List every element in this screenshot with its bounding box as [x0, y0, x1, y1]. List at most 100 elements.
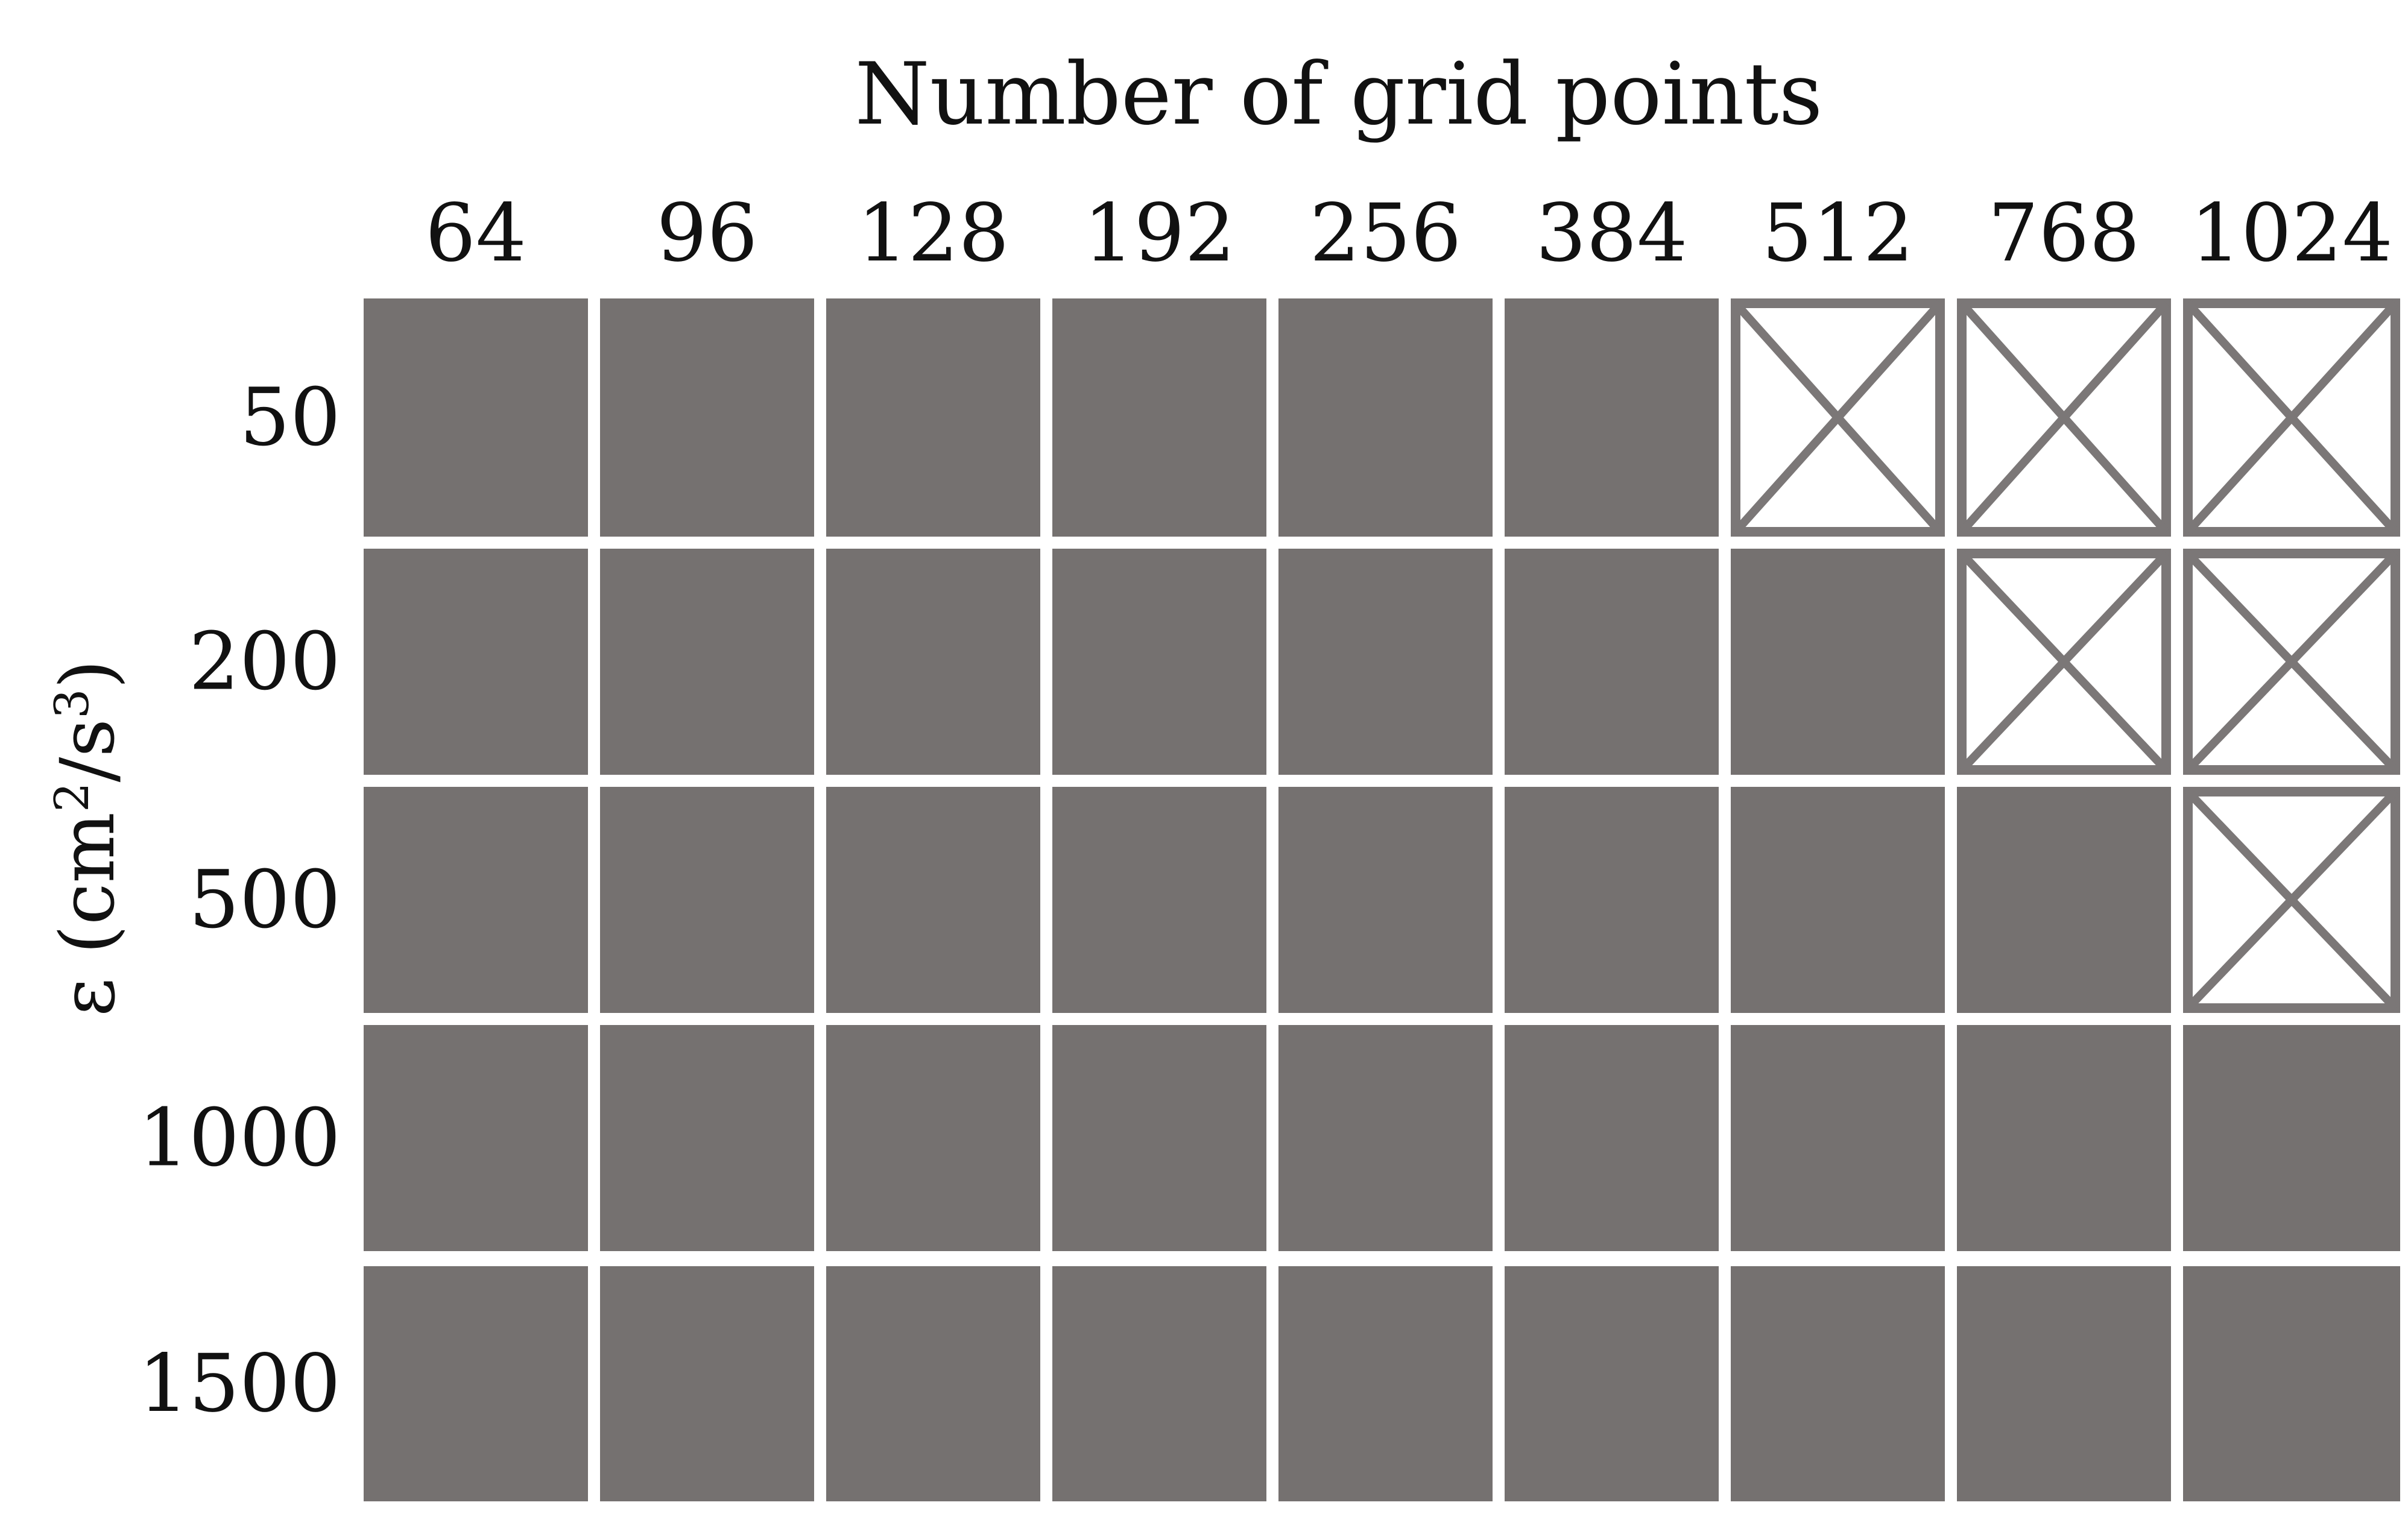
- y-tick-label-500: 500: [189, 854, 341, 947]
- cell-filled: [600, 298, 814, 537]
- cell-200-256: [1278, 549, 1493, 775]
- x-tick-labels: 64 96 128 192 256 384 512 768 1024: [425, 187, 2393, 280]
- cell-1500-64: [364, 1266, 588, 1501]
- cell-1500-96: [600, 1266, 814, 1501]
- cell-500-96: [600, 787, 814, 1013]
- x-tick-label-256: 256: [1310, 187, 1462, 280]
- cell-500-384: [1505, 787, 1719, 1013]
- cell-50-768: [1957, 298, 2171, 537]
- cell-empty-border: [2183, 549, 2400, 775]
- cell-filled: [1957, 787, 2171, 1013]
- cell-200-64: [364, 549, 588, 775]
- cell-filled: [2183, 1025, 2400, 1251]
- cell-50-64: [364, 298, 588, 537]
- cell-1500-384: [1505, 1266, 1719, 1501]
- cell-filled: [364, 1266, 588, 1501]
- cell-1500-256: [1278, 1266, 1493, 1501]
- cell-filled: [600, 1266, 814, 1501]
- cell-filled: [1052, 298, 1266, 537]
- y-axis-title-superscript-3: 3: [45, 689, 100, 719]
- cell-1500-1024: [2183, 1266, 2400, 1501]
- cell-filled: [1278, 1025, 1493, 1251]
- cell-filled: [1278, 298, 1493, 537]
- cell-50-128: [826, 298, 1040, 537]
- cell-filled: [1052, 549, 1266, 775]
- cell-filled: [2183, 1266, 2400, 1501]
- cell-filled: [1957, 1266, 2171, 1501]
- x-tick-label-1024: 1024: [2190, 187, 2393, 280]
- x-tick-label-768: 768: [1988, 187, 2140, 280]
- y-tick-label-200: 200: [189, 616, 341, 708]
- x-tick-label-512: 512: [1762, 187, 1914, 280]
- cell-50-96: [600, 298, 814, 537]
- cell-1000-96: [600, 1025, 814, 1251]
- cell-filled: [1731, 787, 1945, 1013]
- cell-cross-line-2: [1958, 550, 2170, 773]
- cell-filled: [1505, 549, 1719, 775]
- cell-filled: [1731, 1025, 1945, 1251]
- cell-filled: [1052, 1266, 1266, 1501]
- x-tick-label-96: 96: [657, 187, 758, 280]
- x-tick-label-64: 64: [425, 187, 526, 280]
- cell-filled: [1278, 787, 1493, 1013]
- y-tick-labels: 50 200 500 1000 1500: [138, 371, 341, 1431]
- cell-500-192: [1052, 787, 1266, 1013]
- cell-filled: [1052, 1025, 1266, 1251]
- cell-filled: [826, 549, 1040, 775]
- cell-500-256: [1278, 787, 1493, 1013]
- cell-filled: [1505, 1266, 1719, 1501]
- cell-filled: [1505, 787, 1719, 1013]
- y-axis-title: ε (cm2/s3): [45, 660, 131, 1017]
- cell-filled: [364, 787, 588, 1013]
- cell-1000-384: [1505, 1025, 1719, 1251]
- cell-empty-border: [1957, 549, 2171, 775]
- cell-filled: [1505, 298, 1719, 537]
- cell-1000-64: [364, 1025, 588, 1251]
- cell-200-192: [1052, 549, 1266, 775]
- cell-filled: [364, 298, 588, 537]
- cell-filled: [826, 787, 1040, 1013]
- cell-1000-192: [1052, 1025, 1266, 1251]
- cell-filled: [1505, 1025, 1719, 1251]
- cell-200-768: [1957, 549, 2171, 775]
- cell-filled: [1731, 549, 1945, 775]
- x-axis-title: Number of grid points: [855, 45, 1823, 144]
- cell-1500-128: [826, 1266, 1040, 1501]
- cell-200-96: [600, 549, 814, 775]
- x-tick-label-128: 128: [858, 187, 1010, 280]
- y-tick-label-1000: 1000: [138, 1092, 341, 1185]
- cell-200-1024: [2183, 549, 2400, 775]
- cell-200-384: [1505, 549, 1719, 775]
- cell-500-768: [1957, 787, 2171, 1013]
- cell-filled: [826, 298, 1040, 537]
- cell-filled: [826, 1025, 1040, 1251]
- cell-cross-line-2: [1732, 300, 1944, 535]
- cell-cross-line-2: [2184, 550, 2399, 773]
- y-tick-label-50: 50: [239, 371, 341, 464]
- y-axis-title-middle: /s: [45, 719, 131, 782]
- cell-filled: [600, 1025, 814, 1251]
- cell-filled: [364, 1025, 588, 1251]
- cell-1500-512: [1731, 1266, 1945, 1501]
- x-tick-label-192: 192: [1084, 187, 1236, 280]
- cell-200-512: [1731, 549, 1945, 775]
- cell-1000-768: [1957, 1025, 2171, 1251]
- x-tick-label-384: 384: [1536, 187, 1688, 280]
- cell-50-256: [1278, 298, 1493, 537]
- cell-500-1024: [2183, 787, 2400, 1013]
- cell-cross-line-2: [2184, 789, 2399, 1011]
- cell-500-128: [826, 787, 1040, 1013]
- cell-filled: [1052, 787, 1266, 1013]
- cell-cross-line-2: [1958, 300, 2170, 535]
- cell-50-192: [1052, 298, 1266, 537]
- cell-1000-256: [1278, 1025, 1493, 1251]
- cell-1000-128: [826, 1025, 1040, 1251]
- cell-filled: [1278, 1266, 1493, 1501]
- cell-filled: [826, 1266, 1040, 1501]
- cell-filled: [364, 549, 588, 775]
- cell-1500-192: [1052, 1266, 1266, 1501]
- cell-empty-border: [2183, 787, 2400, 1013]
- cell-50-512: [1731, 298, 1945, 537]
- cell-200-128: [826, 549, 1040, 775]
